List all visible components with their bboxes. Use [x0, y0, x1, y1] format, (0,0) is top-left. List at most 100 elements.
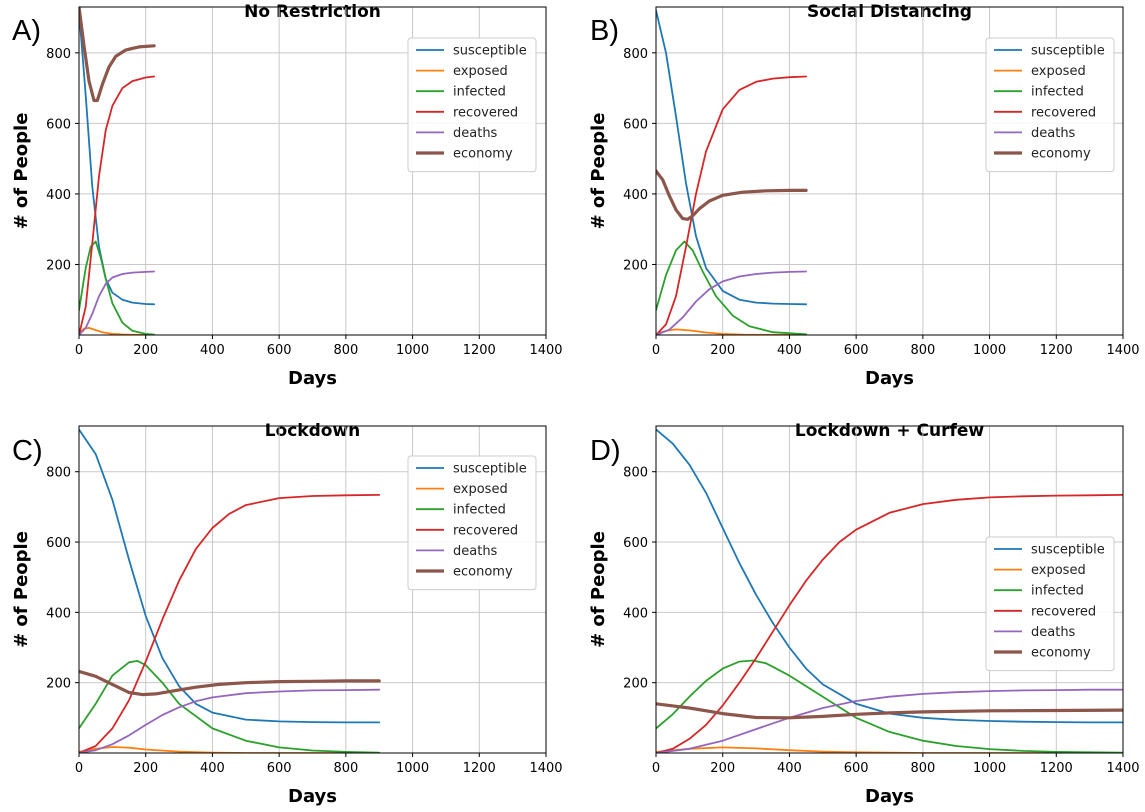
- chart-panel-a: A) No Restriction 0 200 400 600 800 1000 1200 140…: [11, 2, 563, 389]
- y-tick-label: 600: [623, 536, 648, 551]
- x-tick-label: 0: [652, 343, 660, 358]
- x-axis-label: Days: [865, 786, 914, 807]
- legend-label-infected: infected: [453, 85, 506, 100]
- legend-label-exposed: exposed: [453, 482, 508, 497]
- y-axis-label: # of People: [588, 531, 609, 648]
- legend-label-economy: economy: [1031, 147, 1091, 162]
- y-tick-label: 400: [46, 606, 71, 621]
- series-line-infected: [79, 240, 155, 335]
- series-line-economy: [79, 669, 381, 697]
- y-tick-label: 600: [46, 536, 71, 551]
- legend-label-recovered: recovered: [453, 105, 518, 120]
- x-tick-label: 800: [910, 761, 935, 776]
- legend-label-exposed: exposed: [1031, 563, 1086, 578]
- plot-frame: [655, 425, 1124, 754]
- series-line-recovered: [656, 75, 807, 335]
- legend: susceptible exposed infected recovered death…: [407, 37, 537, 173]
- y-tick-label: 800: [46, 47, 71, 62]
- x-tick-label: 800: [333, 761, 358, 776]
- x-tick-label: 1200: [463, 761, 496, 776]
- legend-label-susceptible: susceptible: [453, 44, 527, 59]
- y-tick-label: 200: [623, 677, 648, 692]
- x-tick-label: 1000: [396, 343, 429, 358]
- panel-letter: A): [12, 15, 41, 47]
- legend-label-infected: infected: [453, 503, 506, 518]
- legend: susceptible exposed infected recovered death…: [407, 455, 537, 591]
- x-tick-label: 1400: [529, 761, 562, 776]
- plot-frame: [655, 6, 1124, 336]
- series-line-deaths: [656, 688, 1123, 753]
- y-tick-label: 200: [46, 258, 71, 273]
- legend-label-deaths: deaths: [1031, 625, 1076, 640]
- y-tick-label: 600: [46, 117, 71, 132]
- series-line-economy: [656, 169, 808, 221]
- legend-label-susceptible: susceptible: [1031, 44, 1105, 59]
- chart-panel-b: B) Social Distancing 0 200 400 600 800 1000 1200…: [588, 2, 1140, 389]
- x-tick-label: 0: [75, 343, 83, 358]
- legend-label-susceptible: susceptible: [1031, 543, 1105, 558]
- x-tick-label: 400: [200, 343, 225, 358]
- legend-label-economy: economy: [453, 565, 513, 580]
- series-line-infected: [656, 240, 807, 335]
- series-line-recovered: [79, 75, 155, 335]
- legend: susceptible exposed infected recovered death…: [985, 536, 1115, 672]
- x-tick-label: 1000: [396, 761, 429, 776]
- plot-frame: [78, 425, 547, 754]
- x-tick-label: 1400: [1106, 343, 1139, 358]
- legend-label-recovered: recovered: [1031, 604, 1096, 619]
- legend-label-susceptible: susceptible: [453, 462, 527, 477]
- x-tick-label: 1000: [973, 343, 1006, 358]
- y-axis-label: # of People: [588, 113, 609, 230]
- x-tick-label: 0: [652, 761, 660, 776]
- chart-title: Social Distancing: [807, 2, 972, 22]
- y-tick-label: 200: [46, 677, 71, 692]
- legend: susceptible exposed infected recovered death…: [985, 37, 1115, 173]
- x-tick-label: 400: [777, 761, 802, 776]
- x-tick-label: 200: [133, 761, 158, 776]
- series-line-recovered: [656, 494, 1123, 753]
- series-line-susceptible: [79, 9, 155, 306]
- legend-label-economy: economy: [1031, 646, 1091, 661]
- legend-label-infected: infected: [1031, 85, 1084, 100]
- legend-label-exposed: exposed: [1031, 64, 1086, 79]
- x-tick-label: 200: [710, 761, 735, 776]
- series-line-infected: [79, 660, 381, 753]
- legend-label-infected: infected: [1031, 584, 1084, 599]
- series-line-infected: [656, 659, 1123, 753]
- x-tick-label: 400: [777, 343, 802, 358]
- y-tick-label: 400: [623, 188, 648, 203]
- x-axis-label: Days: [288, 786, 337, 807]
- legend-label-recovered: recovered: [453, 523, 518, 538]
- y-tick-label: 800: [623, 466, 648, 481]
- legend-label-economy: economy: [453, 147, 513, 162]
- panel-letter: C): [12, 435, 43, 467]
- y-tick-label: 400: [623, 606, 648, 621]
- x-tick-label: 1200: [1040, 761, 1073, 776]
- panel-letter: B): [590, 15, 619, 47]
- x-tick-label: 1400: [1106, 761, 1139, 776]
- legend-label-deaths: deaths: [1031, 126, 1076, 141]
- panel-letter: D): [590, 435, 621, 467]
- y-tick-label: 800: [623, 47, 648, 62]
- x-tick-label: 1200: [463, 343, 496, 358]
- y-tick-label: 800: [46, 466, 71, 481]
- series-line-susceptible: [656, 428, 1123, 724]
- x-tick-label: 200: [710, 343, 735, 358]
- series-line-economy: [79, 7, 156, 103]
- x-tick-label: 600: [844, 761, 869, 776]
- y-axis-label: # of People: [11, 531, 32, 648]
- x-tick-label: 800: [333, 343, 358, 358]
- x-tick-label: 600: [267, 761, 292, 776]
- x-tick-label: 600: [844, 343, 869, 358]
- y-tick-label: 600: [623, 117, 648, 132]
- series-line-susceptible: [79, 428, 381, 724]
- plot-frame: [78, 6, 547, 336]
- x-tick-label: 1400: [529, 343, 562, 358]
- legend-label-deaths: deaths: [453, 126, 498, 141]
- series-line-recovered: [79, 494, 381, 753]
- series-line-susceptible: [656, 9, 807, 306]
- x-axis-label: Days: [288, 368, 337, 389]
- x-tick-label: 600: [267, 343, 292, 358]
- x-axis-label: Days: [865, 368, 914, 389]
